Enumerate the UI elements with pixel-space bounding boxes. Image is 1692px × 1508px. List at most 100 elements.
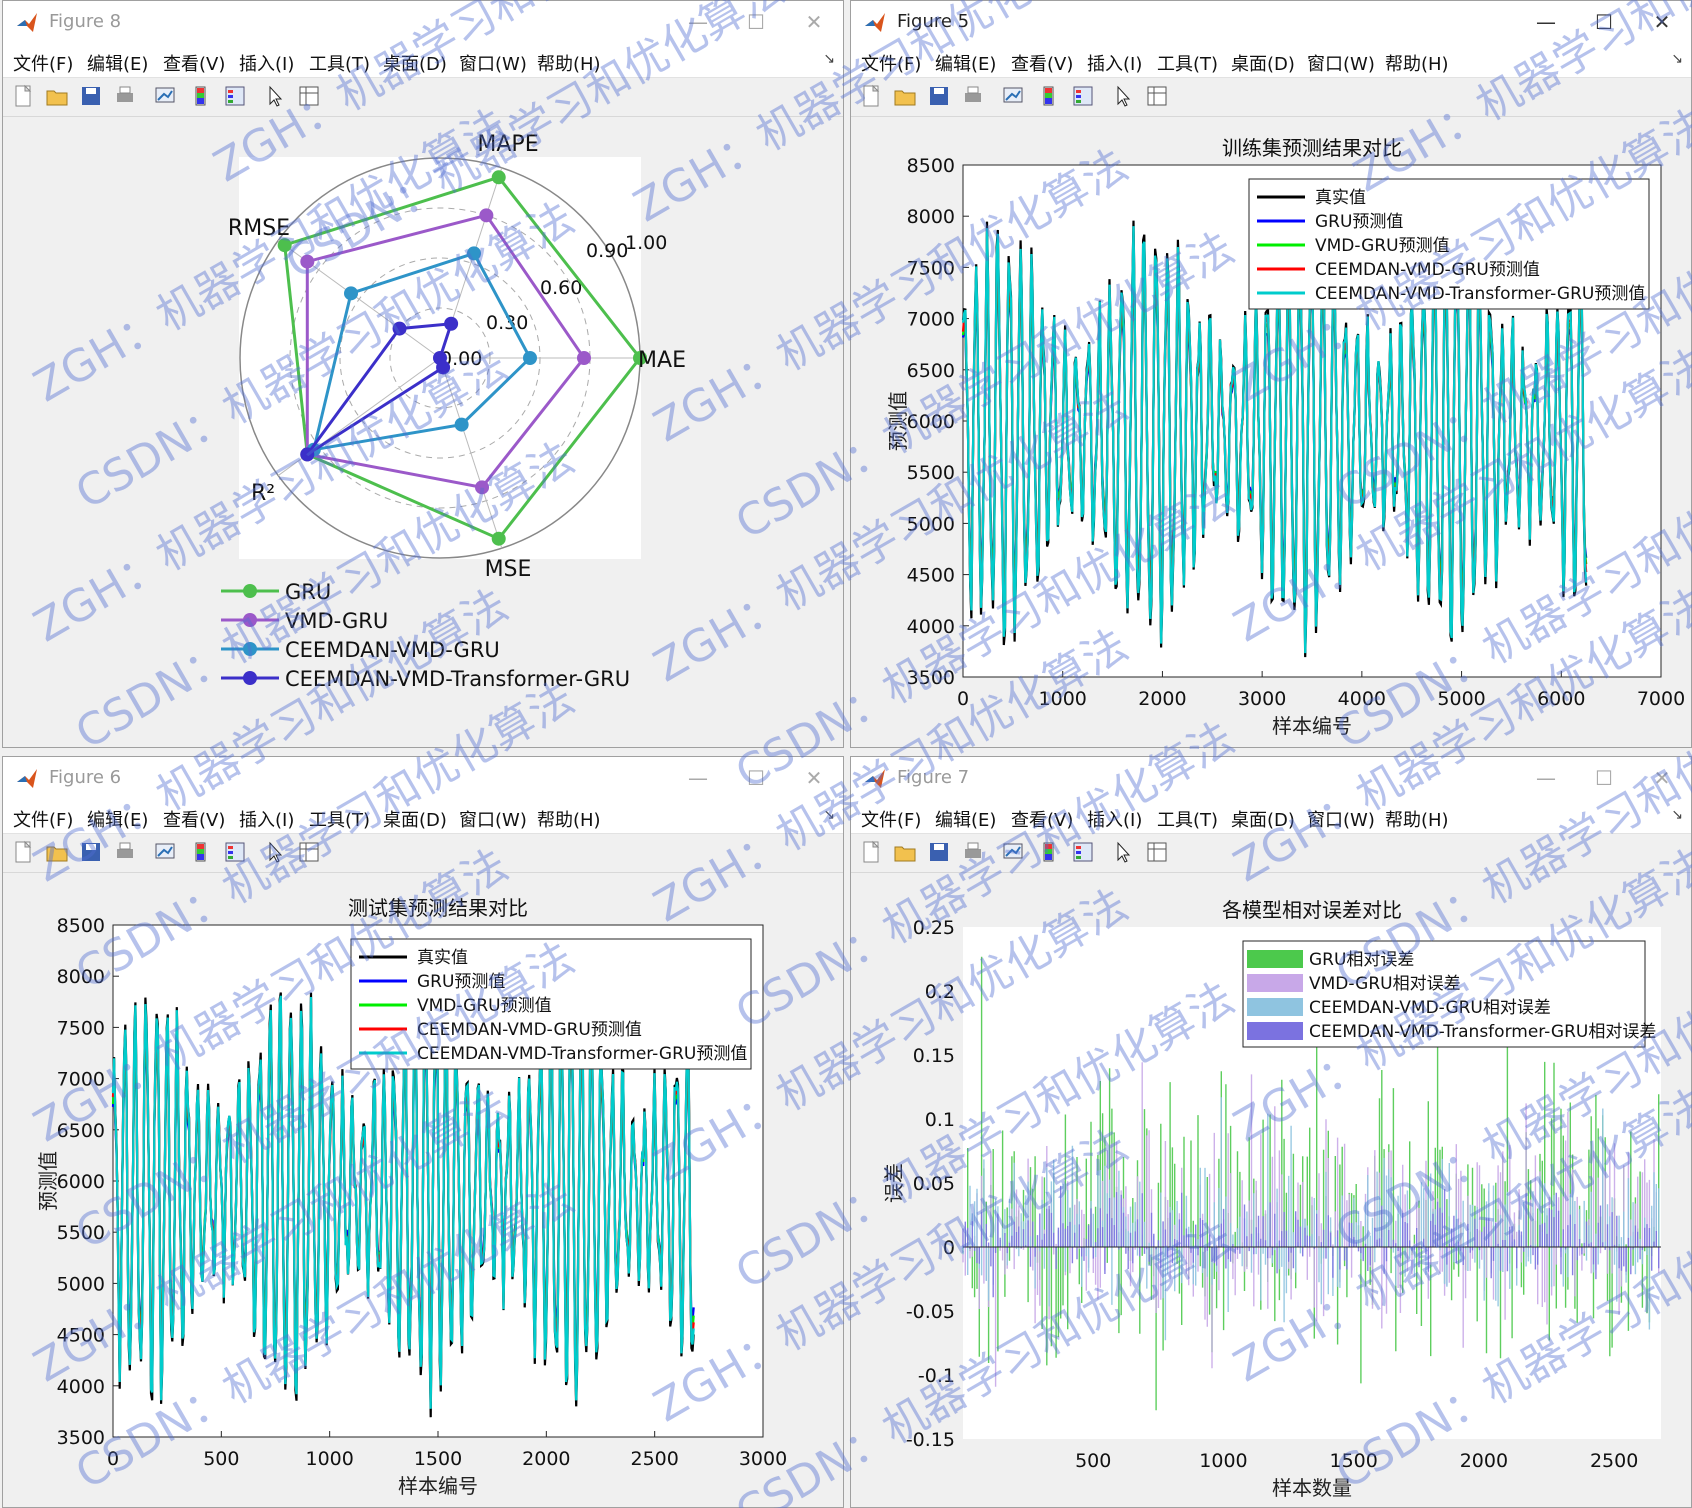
- menu-item-5[interactable]: 桌面(D): [1231, 810, 1295, 831]
- property-editor-icon[interactable]: [297, 840, 321, 864]
- menu-item-2[interactable]: 查看(V): [1011, 810, 1074, 831]
- menu-item-7[interactable]: 帮助(H): [537, 810, 601, 831]
- link-figure-icon[interactable]: [153, 840, 177, 864]
- save-icon[interactable]: [79, 84, 103, 108]
- y-tick-label: 3500: [57, 1427, 105, 1449]
- minimize-button[interactable]: —: [688, 766, 708, 790]
- link-figure-icon[interactable]: [153, 84, 177, 108]
- pointer-icon[interactable]: [263, 840, 287, 864]
- menu-item-3[interactable]: 插入(I): [239, 810, 295, 831]
- menu-item-6[interactable]: 窗口(W): [459, 810, 527, 831]
- colorbar-icon[interactable]: [189, 84, 213, 108]
- menu-item-6[interactable]: 窗口(W): [1307, 810, 1375, 831]
- maximize-button[interactable]: ☐: [1595, 10, 1613, 34]
- menu-dock-arrow-icon[interactable]: ↘: [1671, 51, 1683, 67]
- open-folder-icon[interactable]: [893, 84, 917, 108]
- legend-marker-1: [243, 613, 257, 627]
- menu-item-7[interactable]: 帮助(H): [537, 54, 601, 75]
- title-bar[interactable]: Figure 6 — ☐ ✕: [3, 757, 843, 799]
- legend-box: [350, 938, 752, 1070]
- print-icon[interactable]: [961, 84, 985, 108]
- legend-icon[interactable]: [1071, 840, 1095, 864]
- x-tick-label: 3000: [739, 1448, 787, 1470]
- title-bar[interactable]: Figure 5 — ☐ ✕: [851, 1, 1691, 43]
- menu-item-2[interactable]: 查看(V): [1011, 54, 1074, 75]
- close-button[interactable]: ✕: [805, 766, 823, 790]
- open-folder-icon[interactable]: [893, 840, 917, 864]
- menu-item-3[interactable]: 插入(I): [1087, 810, 1143, 831]
- print-icon[interactable]: [961, 840, 985, 864]
- menu-item-0[interactable]: 文件(F): [13, 810, 74, 831]
- series-line-4: [111, 971, 695, 1409]
- maximize-button[interactable]: ☐: [747, 10, 765, 34]
- menu-item-4[interactable]: 工具(T): [309, 54, 371, 75]
- title-bar[interactable]: Figure 8 — ☐ ✕: [3, 1, 843, 43]
- pointer-icon[interactable]: [1111, 840, 1135, 864]
- menu-item-4[interactable]: 工具(T): [1157, 810, 1219, 831]
- menu-item-4[interactable]: 工具(T): [309, 810, 371, 831]
- menu-item-2[interactable]: 查看(V): [163, 54, 226, 75]
- colorbar-icon[interactable]: [1037, 840, 1061, 864]
- minimize-button[interactable]: —: [1536, 766, 1556, 790]
- menu-dock-arrow-icon[interactable]: ↘: [1671, 807, 1683, 823]
- close-button[interactable]: ✕: [1653, 10, 1671, 34]
- menu-item-1[interactable]: 编辑(E): [87, 810, 149, 831]
- menu-item-1[interactable]: 编辑(E): [87, 54, 149, 75]
- print-icon[interactable]: [113, 84, 137, 108]
- save-icon[interactable]: [79, 840, 103, 864]
- menu-item-3[interactable]: 插入(I): [1087, 54, 1143, 75]
- colorbar-icon[interactable]: [189, 840, 213, 864]
- menu-item-5[interactable]: 桌面(D): [1231, 54, 1295, 75]
- radar-axis-label: MAE: [638, 348, 686, 373]
- minimize-button[interactable]: —: [688, 10, 708, 34]
- close-button[interactable]: ✕: [805, 10, 823, 34]
- legend-icon[interactable]: [223, 840, 247, 864]
- link-figure-icon[interactable]: [1001, 840, 1025, 864]
- open-folder-icon[interactable]: [45, 84, 69, 108]
- title-bar[interactable]: Figure 7 — ☐ ✕: [851, 757, 1691, 799]
- legend-icon[interactable]: [223, 84, 247, 108]
- pointer-icon[interactable]: [1111, 84, 1135, 108]
- legend-icon[interactable]: [1071, 84, 1095, 108]
- y-tick-label: 6500: [57, 1120, 105, 1142]
- figure-toolbar: [3, 78, 843, 117]
- maximize-button[interactable]: ☐: [747, 766, 765, 790]
- menu-dock-arrow-icon[interactable]: ↘: [823, 51, 835, 67]
- menu-item-2[interactable]: 查看(V): [163, 810, 226, 831]
- colorbar-icon[interactable]: [1037, 84, 1061, 108]
- save-icon[interactable]: [927, 840, 951, 864]
- menu-item-4[interactable]: 工具(T): [1157, 54, 1219, 75]
- menu-item-5[interactable]: 桌面(D): [383, 810, 447, 831]
- menu-item-5[interactable]: 桌面(D): [383, 54, 447, 75]
- save-icon[interactable]: [927, 84, 951, 108]
- open-folder-icon[interactable]: [45, 840, 69, 864]
- link-figure-icon[interactable]: [1001, 84, 1025, 108]
- menu-item-7[interactable]: 帮助(H): [1385, 54, 1449, 75]
- maximize-button[interactable]: ☐: [1595, 766, 1613, 790]
- minimize-button[interactable]: —: [1536, 10, 1556, 34]
- print-icon[interactable]: [113, 840, 137, 864]
- menu-item-7[interactable]: 帮助(H): [1385, 810, 1449, 831]
- new-file-icon[interactable]: [859, 840, 883, 864]
- menu-item-1[interactable]: 编辑(E): [935, 54, 997, 75]
- x-tick-label: 5000: [1437, 688, 1485, 710]
- menu-item-0[interactable]: 文件(F): [861, 810, 922, 831]
- new-file-icon[interactable]: [11, 840, 35, 864]
- property-editor-icon[interactable]: [1145, 84, 1169, 108]
- menu-dock-arrow-icon[interactable]: ↘: [823, 807, 835, 823]
- menu-item-3[interactable]: 插入(I): [239, 54, 295, 75]
- menu-item-0[interactable]: 文件(F): [13, 54, 74, 75]
- menu-item-6[interactable]: 窗口(W): [459, 54, 527, 75]
- close-button[interactable]: ✕: [1653, 766, 1671, 790]
- menu-item-6[interactable]: 窗口(W): [1307, 54, 1375, 75]
- radar-point: [466, 246, 481, 261]
- pointer-icon[interactable]: [263, 84, 287, 108]
- menu-item-1[interactable]: 编辑(E): [935, 810, 997, 831]
- new-file-icon[interactable]: [859, 84, 883, 108]
- new-file-icon[interactable]: [11, 84, 35, 108]
- property-editor-icon[interactable]: [1145, 840, 1169, 864]
- menu-item-0[interactable]: 文件(F): [861, 54, 922, 75]
- x-tick-label: 2000: [1460, 1450, 1508, 1472]
- legend-box: [1242, 940, 1646, 1048]
- property-editor-icon[interactable]: [297, 84, 321, 108]
